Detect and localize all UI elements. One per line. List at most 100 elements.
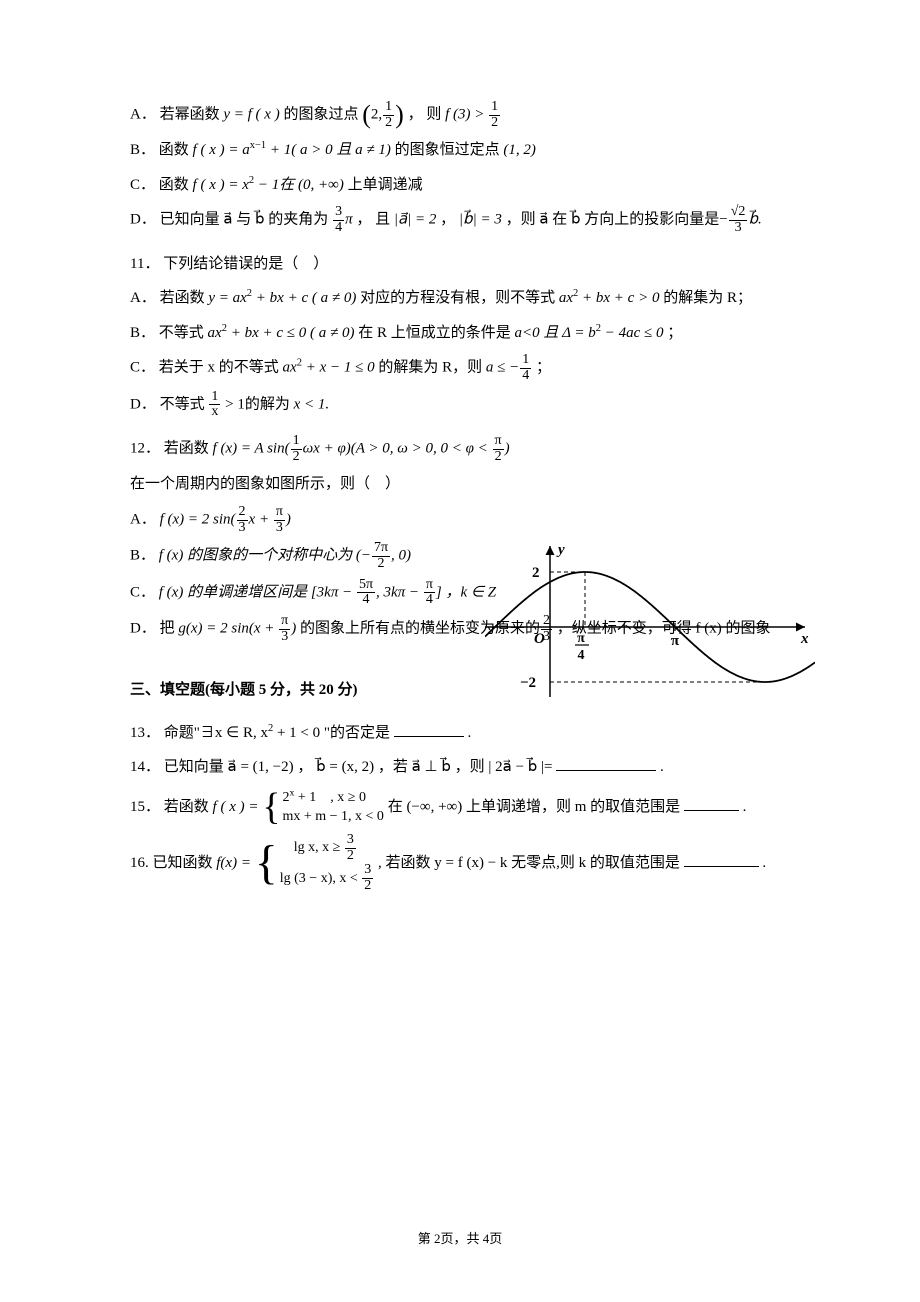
text: . [762,855,766,871]
answer-blank[interactable] [684,851,759,867]
fraction: 14 [520,353,531,383]
text: ， 且 [356,212,390,228]
text: 的图象过点 [283,107,358,123]
math: |a⃗| = 2 [394,212,437,228]
q10-opt-d: D． 已知向量 a⃗ 与 b⃗ 的夹角为 34π ， 且 |a⃗| = 2 ， … [130,205,790,235]
text: 在 (−∞, +∞) 上单调递增，则 m 的取值范围是 [388,799,680,815]
q10-opt-c: C． 函数 f ( x ) = x2 − 1在 (0, +∞) 上单调递减 [130,171,790,200]
q13: 13． 命题"∃x ∈ R, x2 + 1 < 0 "的否定是 . [130,719,790,748]
brace-icon: { [262,788,280,826]
math: ax [559,290,573,306]
fraction: 12 [291,434,302,464]
math: |b⃗| = 3 [459,212,502,228]
text: 的解集为 R； [663,290,752,306]
math: f (x) = 2 sin( [160,512,236,528]
math: ) [291,621,296,637]
math: f (x) 的图象的一个对称中心为 (− [159,548,371,564]
q-label: 12． [130,441,160,457]
fraction: 1x [209,390,220,420]
q14: 14． 已知向量 a⃗ = (1, −2) ， b⃗ = (x, 2) ，若 a… [130,753,790,782]
fraction: π3 [279,614,290,644]
text: . [743,799,747,815]
opt-label: A． [130,290,156,306]
q10-opt-a: A． 若幂函数 y = f ( x ) 的图象过点 (2,12) ， 则 f (… [130,100,790,130]
q-text: 下列结论错误的是（ ） [163,256,328,272]
text: ； [536,360,551,376]
opt-label: B． [130,142,155,158]
text: 已知向量 a⃗ = (1, −2) ， b⃗ = (x, 2) ，若 a⃗ ⊥ … [164,759,553,775]
math: + bx + c ( a ≠ 0) [252,290,356,306]
math: x + [249,512,273,528]
math: − 4ac ≤ 0 [601,325,664,341]
math: + bx + c > 0 [578,290,659,306]
math: f ( x ) = [213,799,263,815]
opt-label: C． [130,360,155,376]
brace-icon: { [255,839,278,887]
lparen: ( [362,100,371,129]
answer-blank[interactable] [394,721,464,737]
math: f ( x ) = x [193,177,249,193]
case2: lg (3 − x), x < 32 [280,871,375,886]
math: f(x) = [216,855,254,871]
case2: mx + m − 1, x < 0 [282,809,383,824]
text: 若函数 [160,290,209,306]
math: + bx + c ≤ 0 ( a ≠ 0) [227,325,355,341]
math: π [345,212,353,228]
q11-opt-c: C． 若关于 x 的不等式 ax2 + x − 1 ≤ 0 的解集为 R，则 a… [130,353,790,383]
text: ，则 a⃗ 在 b⃗ 方向上的投影向量是− [506,212,728,228]
text: 若函数 [164,799,213,815]
math: − 1在 [254,177,294,193]
svg-text:−2: −2 [520,675,536,691]
math: (1, 2) [503,142,536,158]
exp: x−1 [250,140,266,151]
text: , 若函数 y = f (x) − k 无零点,则 k 的取值范围是 [378,855,680,871]
exam-page: A． 若幂函数 y = f ( x ) 的图象过点 (2,12) ， 则 f (… [0,0,920,1302]
opt-label: C． [130,584,155,600]
math: 2, [371,107,382,123]
piecewise: { lg x, x ≥ 32 lg (3 − x), x < 32 [255,833,375,894]
text: 的图象恒过定点 [395,142,500,158]
opt-label: D． [130,396,156,412]
answer-blank[interactable] [684,795,739,811]
svg-text:x: x [800,631,809,647]
text: 把 [160,621,179,637]
math: f ( x ) = a [193,142,250,158]
fraction: 34 [333,205,344,235]
q-label: 11． [130,256,159,272]
rparen: ) [395,100,404,129]
opt-label: B． [130,548,155,564]
answer-blank[interactable] [556,755,656,771]
math: , 0) [391,548,411,564]
q10-opt-b: B． 函数 f ( x ) = ax−1 + 1( a > 0 且 a ≠ 1)… [130,136,790,165]
math: ωx + φ)(A > 0, ω > 0, 0 < φ < [303,441,492,457]
math: f (x) = A sin( [213,441,290,457]
svg-text:π: π [671,633,680,649]
opt-label: D． [130,621,156,637]
text: 不等式 [159,325,208,341]
case1: lg x, x ≥ 32 [280,840,357,855]
q11-opt-b: B． 不等式 ax2 + bx + c ≤ 0 ( a ≠ 0) 在 R 上恒成… [130,319,790,348]
math: y = f ( x ) [223,107,279,123]
fraction: 7π2 [372,541,390,571]
math: ) [505,441,510,457]
q16: 16. 已知函数 f(x) = { lg x, x ≥ 32 lg (3 − x… [130,833,790,894]
q-label: 13． [130,725,160,741]
page-footer: 第 2页，共 4页 [0,1227,920,1252]
text: > 1的解为 [225,396,293,412]
q11: 11． 下列结论错误的是（ ） [130,250,790,279]
math: , 3kπ − [376,584,423,600]
text: 函数 [159,177,193,193]
math: + 1( a > 0 且 a ≠ 1) [266,142,391,158]
svg-text:y: y [556,542,565,558]
fraction: π2 [493,434,504,464]
text: 函数 [159,142,193,158]
math: x < 1. [294,396,330,412]
text: 在 R 上恒成立的条件是 [358,325,514,341]
piecewise: { 2x + 1 , x ≥ 0 mx + m − 1, x < 0 [262,788,384,827]
text: ， [440,212,459,228]
opt-label: A． [130,512,156,528]
text: 若幂函数 [160,107,224,123]
math: ax [283,360,297,376]
q11-opt-d: D． 不等式 1x > 1的解为 x < 1. [130,390,790,420]
math: b⃗. [748,212,761,228]
